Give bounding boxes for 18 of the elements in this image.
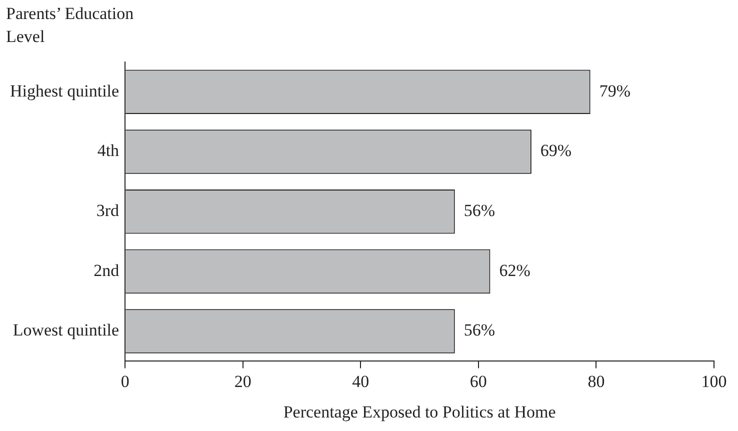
x-tick-label: 100 bbox=[701, 372, 727, 391]
y-tick-label: Highest quintile bbox=[10, 81, 120, 100]
x-tick-label: 60 bbox=[470, 372, 487, 391]
data-label: 56% bbox=[464, 320, 496, 340]
x-tick-label: 20 bbox=[234, 372, 252, 391]
x-tick-label: 40 bbox=[352, 372, 370, 391]
data-label: 69% bbox=[540, 141, 572, 160]
y-tick-label: Lowest quintile bbox=[12, 320, 120, 340]
data-label: 56% bbox=[464, 201, 496, 220]
y-tick-label: 3rd bbox=[96, 201, 120, 220]
y-tick-label: 2nd bbox=[94, 260, 120, 280]
x-axis-title: Percentage Exposed to Politics at Home bbox=[283, 402, 556, 422]
y-axis-title: Parents’ Education Level bbox=[6, 3, 135, 48]
data-label: 62% bbox=[499, 260, 530, 280]
x-tick-label: 80 bbox=[588, 372, 605, 391]
y-tick-label: 4th bbox=[97, 141, 120, 160]
data-label: 79% bbox=[599, 81, 630, 100]
x-tick-label: 0 bbox=[120, 372, 130, 391]
